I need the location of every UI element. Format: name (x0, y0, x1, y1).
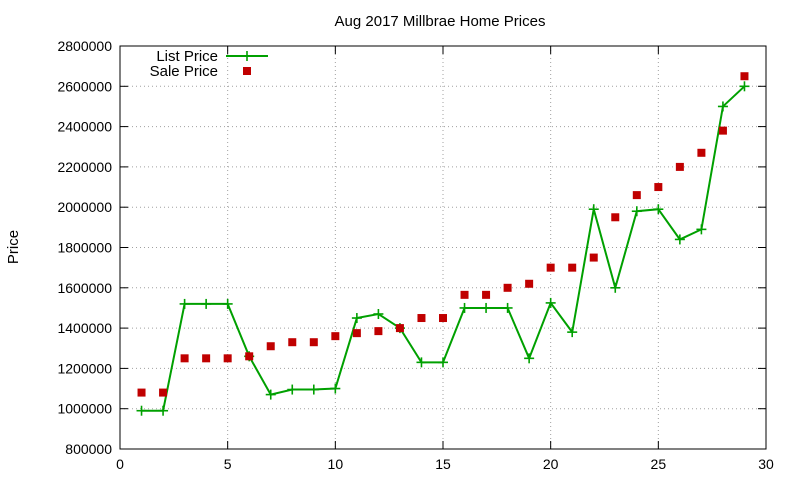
x-tick-label: 20 (543, 456, 559, 472)
list-price-point (222, 298, 233, 309)
list-price-point (696, 224, 707, 235)
list-price-point (201, 298, 212, 309)
sale-price-point (611, 213, 620, 222)
list-price-point (545, 297, 556, 308)
sale-price-point (718, 126, 727, 135)
list-price-point (481, 302, 492, 313)
sale-price-point (352, 329, 361, 338)
x-tick-label: 0 (116, 456, 124, 472)
x-tick-label: 15 (435, 456, 451, 472)
list-price-point (330, 383, 341, 394)
list-price-point (717, 101, 728, 112)
y-tick-label: 2400000 (57, 119, 112, 135)
sale-price-point (546, 263, 555, 272)
list-price-point (351, 313, 362, 324)
sale-price-point (395, 324, 404, 333)
sale-price-point (180, 354, 189, 363)
sale-price-point (482, 290, 491, 299)
list-price-point (674, 234, 685, 245)
sale-price-point (740, 72, 749, 81)
list-price-point (739, 81, 750, 92)
x-tick-label: 25 (651, 456, 667, 472)
chart-title: Aug 2017 Millbrae Home Prices (335, 13, 546, 30)
y-tick-label: 1200000 (57, 360, 112, 376)
axis-ticks: 0 5 10 15 20 25 30 800000 1000000 1200000 1400000 1… (57, 38, 774, 472)
sale-price-point (525, 279, 534, 288)
list-price-point (158, 405, 169, 416)
sale-price-point (245, 352, 254, 361)
sale-price-point (460, 290, 469, 299)
y-tick-label: 2800000 (57, 38, 112, 54)
y-tick-label: 2200000 (57, 159, 112, 175)
sale-price-point (159, 388, 168, 397)
list-price-point (308, 384, 319, 395)
y-tick-label: 800000 (65, 441, 112, 457)
list-price-point (136, 405, 147, 416)
legend-label: List Price (156, 48, 218, 65)
legend-marker-sale-price (243, 67, 251, 75)
series-sale-price (137, 72, 749, 397)
list-price-point (459, 302, 470, 313)
sale-price-point (568, 263, 577, 272)
list-price-point (416, 357, 427, 368)
sale-price-point (288, 338, 297, 347)
x-tick-label: 5 (224, 456, 232, 472)
sale-price-point (589, 253, 598, 262)
list-price-point (524, 353, 535, 364)
list-price-point (287, 384, 298, 395)
y-tick-label: 1000000 (57, 401, 112, 417)
sale-price-point (417, 314, 426, 323)
y-tick-label: 2600000 (57, 78, 112, 94)
y-axis-label: Price (5, 230, 22, 264)
list-price-point (567, 327, 578, 338)
sale-price-point (331, 332, 340, 341)
list-price-point (610, 282, 621, 293)
series-list-price (136, 81, 750, 416)
legend-label: Sale Price (150, 63, 218, 80)
sale-price-point (632, 191, 641, 200)
list-price-point (265, 389, 276, 400)
y-tick-label: 2000000 (57, 199, 112, 215)
sale-price-point (202, 354, 211, 363)
sale-price-point (374, 327, 383, 336)
sale-price-point (223, 354, 232, 363)
grid (120, 46, 766, 449)
data-series (136, 72, 750, 416)
sale-price-point (697, 148, 706, 157)
sale-price-point (137, 388, 146, 397)
sale-price-point (309, 338, 318, 347)
sale-price-point (439, 314, 447, 323)
y-tick-label: 1800000 (57, 240, 112, 256)
sale-price-point (503, 283, 512, 292)
list-price-point (373, 308, 384, 319)
list-price-point (438, 357, 448, 368)
sale-price-point (654, 183, 663, 192)
list-price-point (588, 204, 599, 215)
list-price-point (179, 298, 190, 309)
legend-marker-list-price (242, 51, 252, 61)
list-price-point (502, 302, 513, 313)
list-price-point (631, 206, 642, 217)
sale-price-point (266, 342, 275, 351)
x-tick-label: 30 (758, 456, 774, 472)
list-price-point (653, 204, 664, 215)
sale-price-point (675, 162, 684, 171)
x-tick-label: 10 (328, 456, 344, 472)
y-tick-label: 1400000 (57, 320, 112, 336)
y-tick-label: 1600000 (57, 280, 112, 296)
